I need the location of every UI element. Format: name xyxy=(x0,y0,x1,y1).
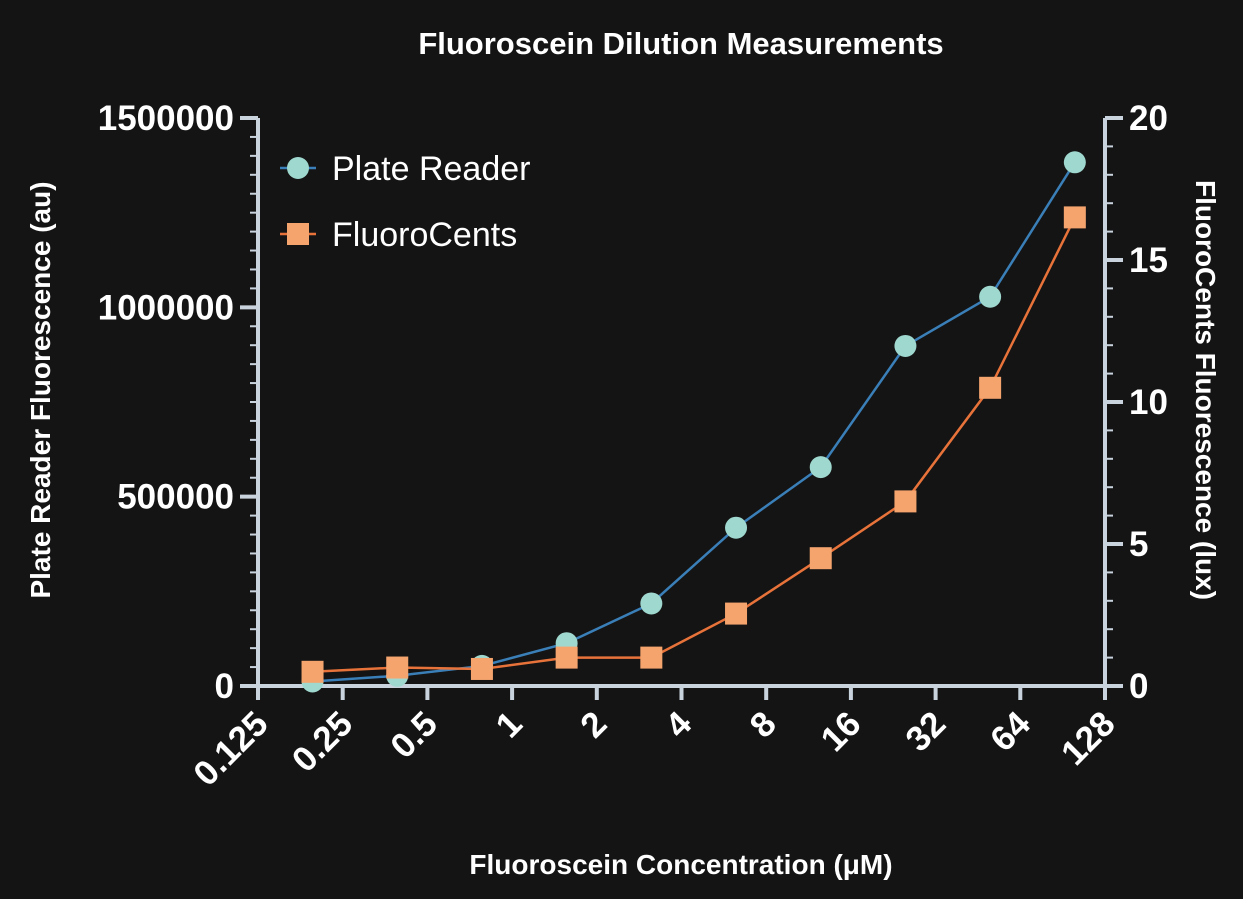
x-tick-label: 4 xyxy=(658,704,700,746)
axes-group: 0 500000 1000000 1500000 0 5 10 15 20 0.125 0.25 0.… xyxy=(98,99,1168,794)
legend-label-plate-reader: Plate Reader xyxy=(332,150,530,188)
x-tick-label: 1 xyxy=(488,704,529,745)
y2-tick-label: 10 xyxy=(1129,383,1168,422)
x-tick-label: 2 xyxy=(573,704,614,745)
plate-reader-point xyxy=(1063,151,1086,174)
x-tick-label: 0.25 xyxy=(285,704,361,780)
fluorocents-point xyxy=(809,547,832,570)
fluorocents-point xyxy=(1063,206,1086,229)
legend-marker-fluorocents xyxy=(287,223,309,245)
fluorocents-point xyxy=(725,602,748,625)
y2-tick-label: 15 xyxy=(1129,241,1168,280)
fluorocents-series-line xyxy=(312,216,1076,674)
y2-tick-label: 0 xyxy=(1129,667,1148,706)
x-tick-label: 32 xyxy=(898,704,953,759)
legend-marker-plate-reader xyxy=(287,157,309,179)
fluorocents-point xyxy=(979,376,1002,399)
x-tick-label: 128 xyxy=(1054,704,1123,773)
fluorocents-point xyxy=(640,646,663,669)
x-axis-label: Fluoroscein Concentration (μM) xyxy=(469,849,892,880)
fluorocents-point xyxy=(470,657,493,680)
fluorocents-point xyxy=(555,646,578,669)
plate-reader-point xyxy=(725,516,748,539)
plate-reader-point xyxy=(809,456,832,479)
y-tick-label: 1000000 xyxy=(98,288,234,327)
y2-tick-label: 5 xyxy=(1129,525,1148,564)
x-tick-label: 64 xyxy=(983,704,1038,759)
y-tick-label: 0 xyxy=(215,667,234,706)
y-axis-label: Plate Reader Fluorescence (au) xyxy=(25,181,56,598)
y-tick-label: 1500000 xyxy=(98,99,234,138)
chart-title: Fluoroscein Dilution Measurements xyxy=(418,26,943,61)
plate-reader-point xyxy=(979,285,1002,308)
legend-label-fluorocents: FluoroCents xyxy=(332,216,517,254)
legend: Plate Reader FluoroCents xyxy=(280,150,530,254)
y2-tick-label: 20 xyxy=(1129,99,1168,138)
x-tick-label: 8 xyxy=(743,704,784,745)
plate-reader-point xyxy=(894,334,917,357)
plate-reader-series-line xyxy=(312,161,1076,683)
x-tick-label: 16 xyxy=(813,704,868,759)
x-tick-label: 0.5 xyxy=(383,704,445,766)
fluorocents-point xyxy=(386,656,409,679)
x-tick-label: 0.125 xyxy=(186,704,276,794)
plot-area xyxy=(301,151,1086,693)
y-tick-label: 500000 xyxy=(117,478,234,517)
fluorocents-point xyxy=(894,490,917,513)
fluorocents-point xyxy=(301,660,324,683)
plate-reader-point xyxy=(640,592,663,615)
y2-axis-label: FluoroCents Fluorescence (lux) xyxy=(1190,180,1221,600)
